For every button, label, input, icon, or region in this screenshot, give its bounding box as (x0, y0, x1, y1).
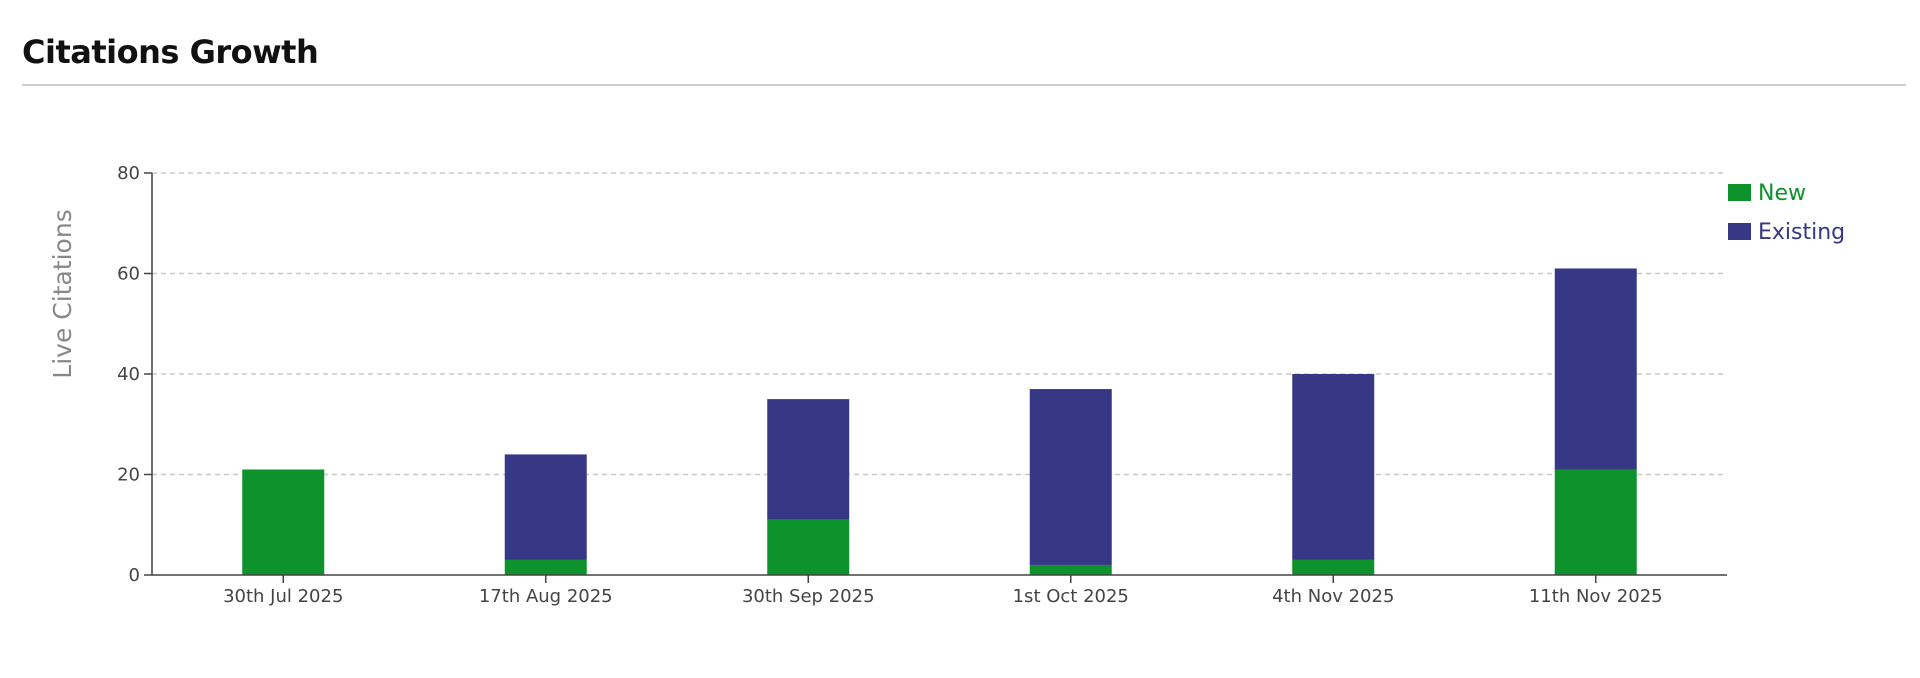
chart-header: Citations Growth (22, 28, 1906, 86)
legend-item-new[interactable]: New (1728, 181, 1806, 206)
bar-existing[interactable] (1292, 374, 1375, 560)
bar-new[interactable] (504, 559, 587, 575)
y-tick-label: 60 (117, 264, 140, 285)
page-title: Citations Growth (22, 33, 319, 71)
legend-swatch (1728, 184, 1751, 201)
grid-lines (152, 172, 1727, 476)
bar-new[interactable] (1554, 469, 1637, 575)
x-tick-label: 4th Nov 2025 (1272, 586, 1394, 607)
bar-new[interactable] (767, 519, 850, 575)
x-tick-label: 1st Oct 2025 (1013, 586, 1129, 607)
y-tick-label: 20 (117, 465, 140, 486)
legend-label: Existing (1758, 220, 1845, 245)
legend-swatch (1728, 223, 1751, 240)
bar-new[interactable] (1029, 564, 1112, 575)
x-tick-label: 30th Sep 2025 (742, 586, 875, 607)
x-tick-label: 17th Aug 2025 (479, 586, 613, 607)
y-axis-title: Live Citations (48, 209, 77, 378)
bar-existing[interactable] (1029, 389, 1112, 565)
bar-new[interactable] (242, 469, 325, 575)
legend: New Existing (1728, 181, 1845, 245)
bar-existing[interactable] (767, 399, 850, 520)
bars (242, 268, 1637, 575)
x-tick-label: 11th Nov 2025 (1529, 586, 1663, 607)
legend-label: New (1758, 181, 1806, 206)
y-tick-label: 0 (129, 565, 140, 586)
bar-existing[interactable] (504, 454, 587, 560)
bar-existing[interactable] (1554, 268, 1637, 470)
axes: 0 20 40 60 80 30th Jul 2025 17th Aug 2025 30th … (48, 163, 1727, 607)
y-tick-label: 80 (117, 163, 140, 184)
y-tick-label: 40 (117, 364, 140, 385)
bar-new[interactable] (1292, 559, 1375, 575)
legend-item-existing[interactable]: Existing (1728, 220, 1845, 245)
x-tick-label: 30th Jul 2025 (223, 586, 343, 607)
